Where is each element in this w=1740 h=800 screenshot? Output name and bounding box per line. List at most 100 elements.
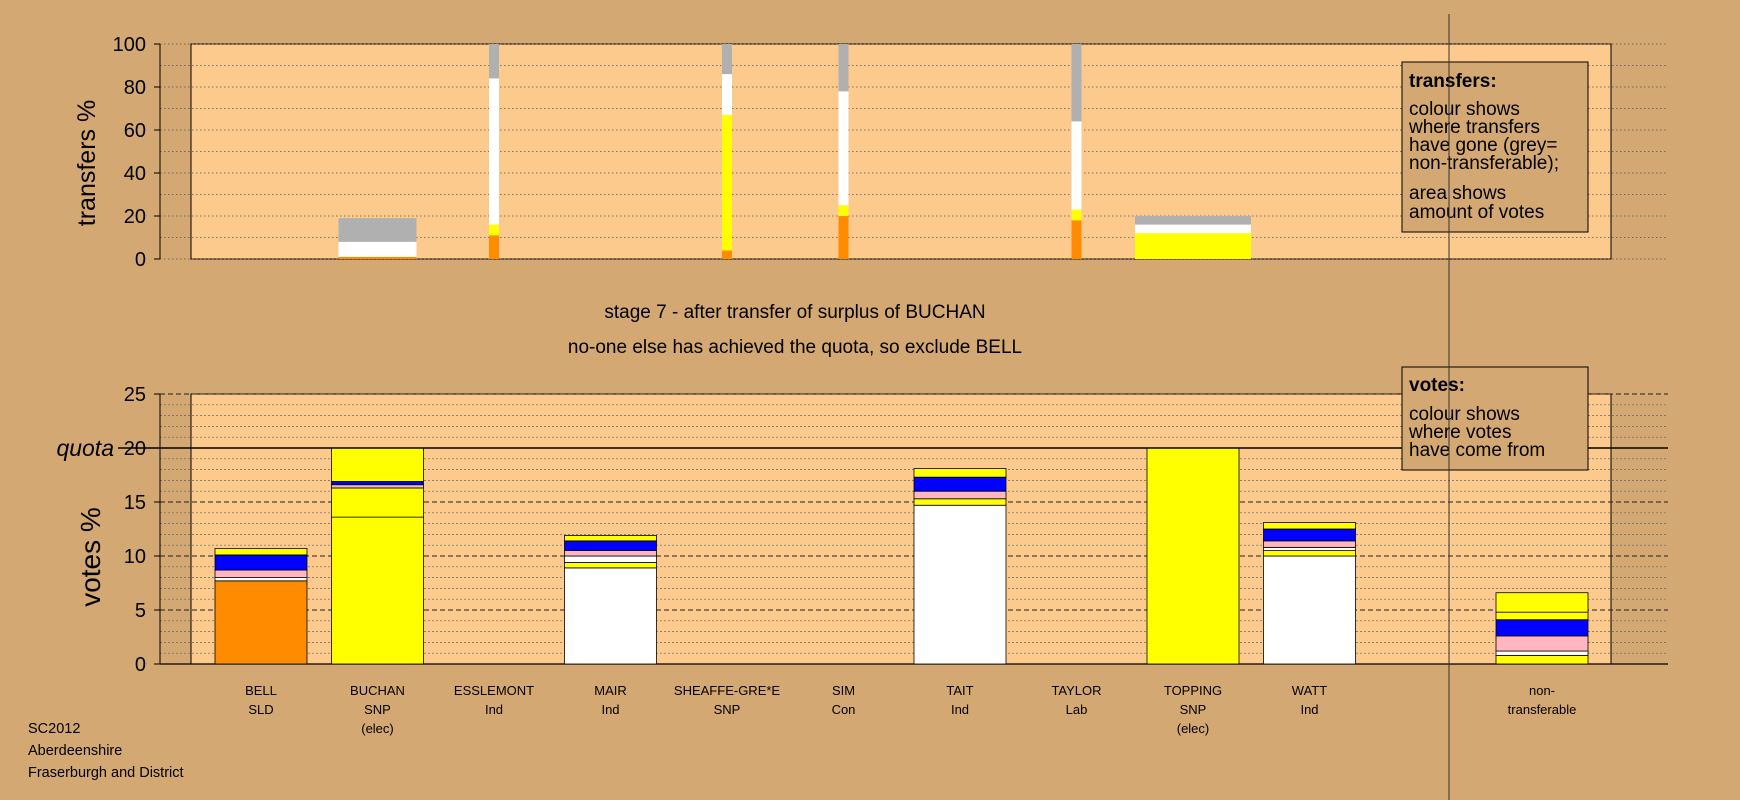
votes-bar-segment (331, 481, 424, 486)
votes-bar-segment (331, 447, 424, 482)
votes-bar-segment (1495, 619, 1589, 637)
quota-label: quota (56, 435, 114, 461)
votes-axis-label: votes % (75, 507, 106, 607)
transfers-y-tick-label: 100 (113, 34, 146, 56)
candidate-party-label: Ind (485, 702, 503, 717)
candidate-name-label: BUCHAN (350, 683, 405, 698)
transfers-legend-line: area shows (1409, 183, 1506, 204)
votes-bar-segment (1263, 540, 1356, 548)
transfers-legend-line: where transfers (1408, 117, 1540, 138)
votes-bar-segment (1495, 650, 1589, 656)
candidate-party-label: Ind (1300, 702, 1318, 717)
transfers-y-tick-label: 20 (124, 206, 146, 228)
candidate-party-label: SNP (1180, 702, 1207, 717)
transfers-bar-segment (838, 205, 849, 216)
transfers-bar-segment (1071, 220, 1082, 259)
votes-legend-line: where votes (1408, 422, 1511, 443)
candidate-name-label: BELL (245, 683, 277, 698)
council-name: Aberdeenshire (28, 743, 123, 759)
votes-y-tick-label: 0 (135, 654, 146, 676)
votes-bar-segment (913, 504, 1007, 665)
votes-bar-segment (564, 550, 657, 557)
votes-bar-segment (1495, 635, 1589, 652)
votes-bar-segment (331, 516, 424, 665)
nontransferable-label: non- (1529, 683, 1555, 698)
transfers-bar-segment (338, 218, 417, 242)
candidate-party-label: SNP (364, 702, 391, 717)
candidate-party-label: Ind (951, 702, 969, 717)
transfers-bar-segment (838, 91, 849, 206)
votes-legend-title: votes: (1409, 375, 1465, 396)
votes-bar-segment (1263, 522, 1356, 530)
votes-bar-segment (564, 535, 657, 542)
votes-bar-segment (913, 468, 1007, 478)
candidate-party-label: Con (832, 702, 856, 717)
votes-legend-line: colour shows (1409, 404, 1520, 425)
votes-bar-segment (1495, 654, 1589, 665)
votes-y-tick-label: 25 (124, 384, 146, 406)
transfers-bar-segment (1135, 233, 1251, 259)
transfers-bar-segment (838, 216, 849, 259)
transfers-y-tick-label: 60 (124, 120, 146, 142)
candidate-name-label: TOPPING (1164, 683, 1222, 698)
votes-bar-segment (913, 498, 1007, 506)
candidate-name-label: ESSLEMONT (454, 683, 534, 698)
transfers-y-tick-label: 0 (135, 249, 146, 271)
candidate-status-label: (elec) (361, 721, 394, 736)
stage-heading: stage 7 - after transfer of surplus of B… (604, 302, 985, 323)
transfers-bar-segment (1071, 121, 1082, 210)
candidate-status-label: (elec) (1177, 721, 1210, 736)
votes-plot-panel (190, 393, 1612, 665)
transfers-bar-segment (338, 256, 417, 259)
transfers-legend-title: transfers: (1409, 71, 1497, 92)
transfers-bar-segment (489, 44, 499, 79)
candidate-name-label: TAYLOR (1051, 683, 1101, 698)
votes-bar-segment (331, 487, 424, 518)
candidate-name-label: TAIT (946, 683, 973, 698)
votes-bar-segment (214, 577, 308, 582)
transfers-axis-label: transfers % (73, 100, 101, 226)
votes-bar-segment (564, 567, 657, 665)
transfers-legend-line: non-transferable); (1409, 153, 1559, 174)
votes-bar-segment (1263, 555, 1356, 665)
transfers-legend-line: have gone (grey= (1409, 135, 1557, 156)
transfers-bar-segment (722, 44, 732, 75)
nontransferable-label: transferable (1508, 702, 1577, 717)
votes-bar-segment (913, 490, 1007, 500)
transfers-bar-segment (1135, 216, 1251, 225)
candidate-name-label: MAIR (594, 683, 627, 698)
action-heading: no-one else has achieved the quota, so e… (568, 337, 1022, 358)
votes-bar-segment (1263, 550, 1356, 557)
votes-bar-segment (1495, 592, 1589, 613)
transfers-y-tick-label: 80 (124, 77, 146, 99)
transfers-bar-segment (722, 74, 732, 115)
votes-bar-segment (913, 476, 1007, 492)
transfers-legend-line: amount of votes (1409, 202, 1544, 223)
votes-bar-segment (564, 555, 657, 563)
candidate-party-label: Ind (601, 702, 619, 717)
votes-bar-segment (214, 580, 308, 665)
votes-bar-segment (214, 548, 308, 556)
votes-bar-segment (331, 484, 424, 489)
votes-y-tick-label: 5 (135, 600, 146, 622)
transfers-y-tick-label: 40 (124, 163, 146, 185)
election-code: SC2012 (28, 721, 81, 737)
candidate-party-label: SNP (714, 702, 741, 717)
votes-bar-segment (1146, 447, 1240, 665)
votes-bar-segment (1263, 546, 1356, 551)
transfers-legend-line: colour shows (1409, 99, 1520, 120)
votes-chart: 0 5 10 15 20 25 BELL SLD BUCHAN SNP (elec) ESSLEMON… (118, 384, 1668, 736)
transfers-bar-segment (489, 224, 499, 236)
votes-y-tick-label: 15 (124, 492, 146, 514)
votes-legend: votes: colour shows where votes have com… (1401, 366, 1589, 471)
transfers-bar-segment (722, 114, 732, 251)
transfers-bar-segment (489, 235, 499, 259)
votes-legend-line: have come from (1409, 440, 1545, 461)
votes-bar-segment (564, 540, 657, 552)
ward-name: Fraserburgh and District (28, 765, 184, 781)
votes-y-tick-label: 10 (124, 546, 146, 568)
candidate-name-label: SHEAFFE-GRE*E (674, 683, 781, 698)
transfers-legend: transfers: colour shows where transfers … (1401, 61, 1589, 233)
transfers-bar-segment (1071, 44, 1082, 122)
